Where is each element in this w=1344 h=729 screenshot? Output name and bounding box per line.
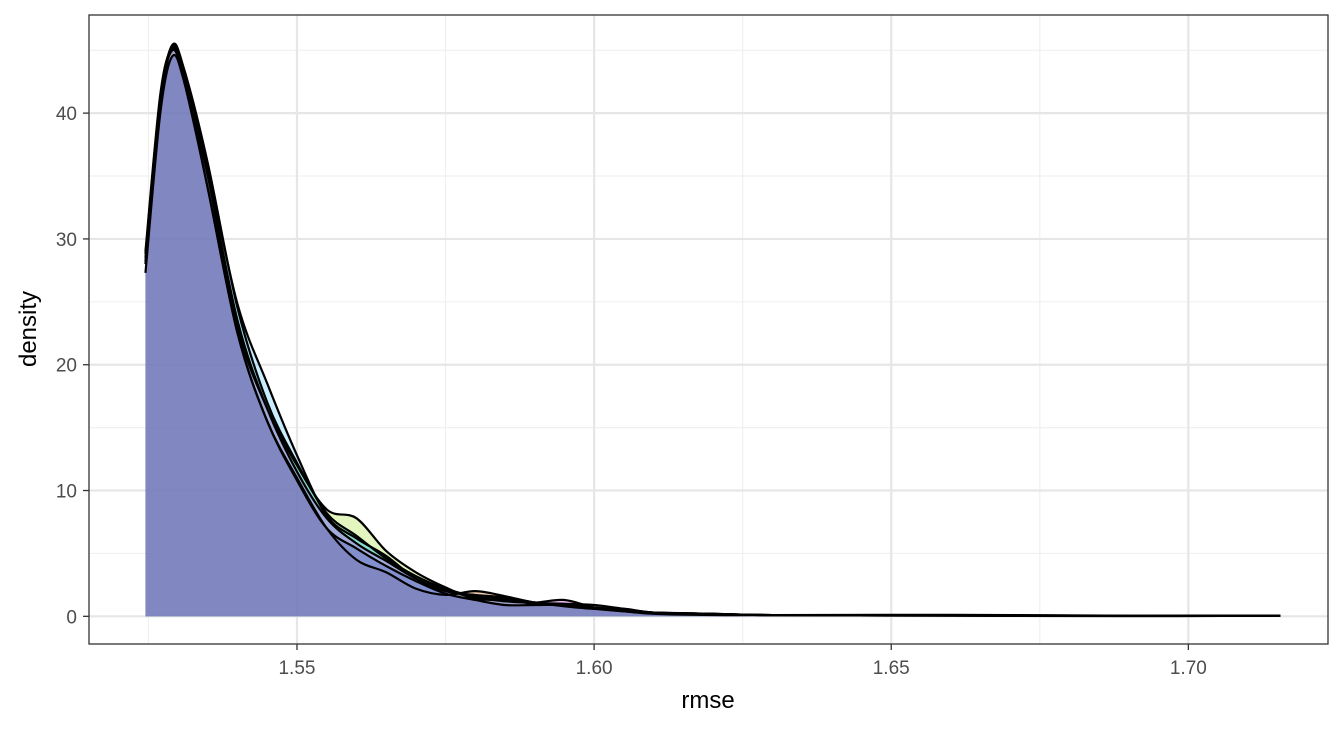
major-gridlines xyxy=(89,15,1328,644)
x-axis-title: rmse xyxy=(681,687,734,714)
density-line-6 xyxy=(144,54,1281,618)
density-area-5 xyxy=(145,49,1281,617)
y-axis: 0 10 20 30 40 xyxy=(56,104,89,628)
x-tick-label: 1.55 xyxy=(278,658,315,679)
y-tick-label: 20 xyxy=(56,356,77,377)
minor-gridlines xyxy=(89,15,1328,644)
plot-background xyxy=(89,15,1328,644)
y-tick-label: 40 xyxy=(56,104,77,125)
density-fills xyxy=(145,43,1281,617)
x-tick-label: 1.70 xyxy=(1170,658,1207,679)
y-tick-label: 30 xyxy=(56,230,77,251)
density-lines xyxy=(144,42,1281,618)
x-tick-label: 1.60 xyxy=(576,658,613,679)
density-area-2 xyxy=(145,48,1281,617)
density-area-1 xyxy=(145,45,1281,617)
density-area-3 xyxy=(145,43,1281,617)
density-area-4 xyxy=(145,46,1281,617)
x-tick-label: 1.65 xyxy=(873,658,910,679)
x-axis: 1.55 1.60 1.65 1.70 xyxy=(278,644,1207,679)
density-area-6 xyxy=(145,54,1281,617)
y-tick-label: 10 xyxy=(56,482,77,503)
y-tick-label: 0 xyxy=(66,607,77,628)
y-axis-title: density xyxy=(15,291,42,367)
plot-border xyxy=(88,14,1329,645)
